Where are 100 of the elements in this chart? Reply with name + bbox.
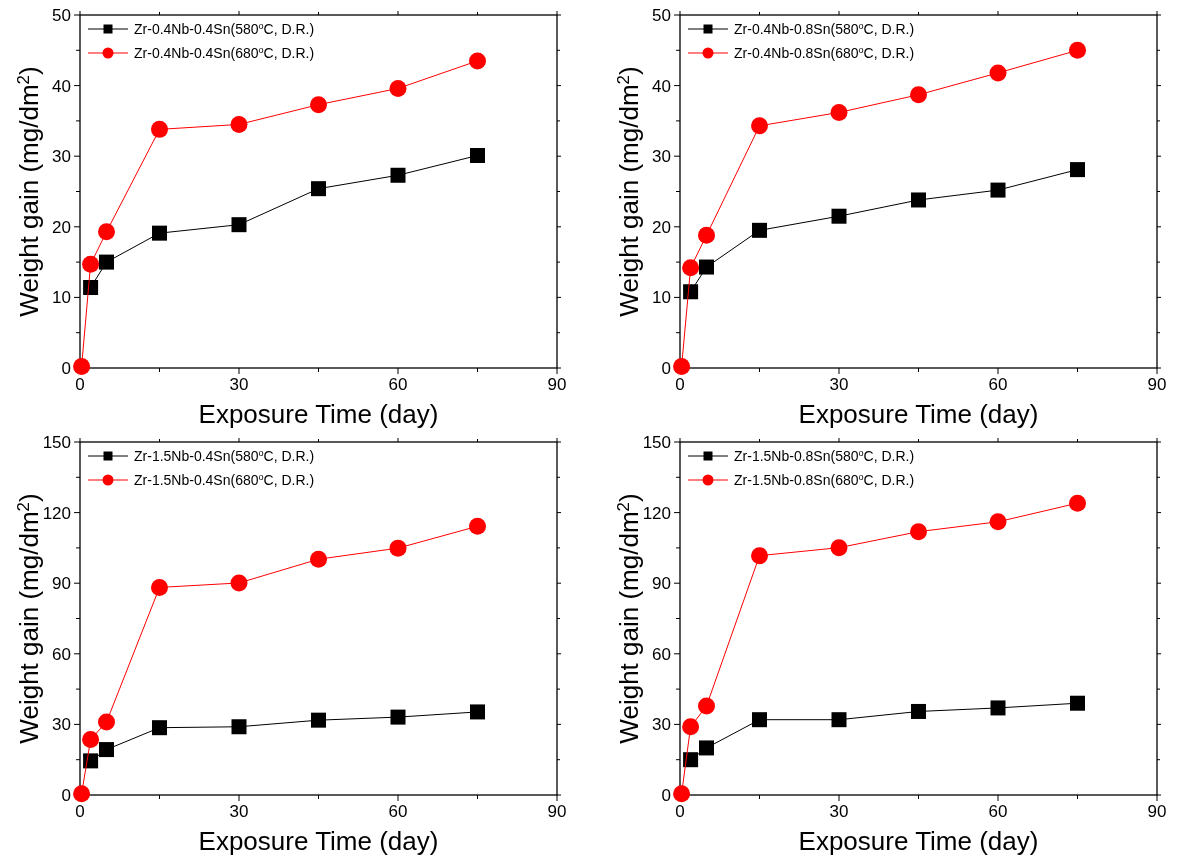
y-tick-label: 50 (652, 6, 671, 25)
y-tick-label: 40 (52, 76, 71, 96)
x-tick-label: 90 (547, 802, 567, 821)
point (698, 226, 715, 244)
y-tick-label: 30 (652, 147, 671, 167)
x-tick-label: 0 (75, 802, 85, 821)
point (683, 752, 699, 768)
point (390, 709, 406, 725)
y-tick-label: 20 (652, 217, 671, 237)
point (151, 120, 168, 138)
point (989, 64, 1007, 82)
point (152, 225, 167, 241)
point (1069, 41, 1086, 59)
point (73, 785, 91, 803)
x-axis-title: Exposure Time (day) (198, 826, 439, 856)
x-axis-title: Exposure Time (day) (198, 399, 439, 429)
x-axis-title: Exposure Time (day) (798, 399, 1039, 429)
point (99, 254, 114, 270)
x-tick-label: 30 (829, 802, 849, 821)
y-tick-label: 120 (42, 503, 71, 523)
point (683, 284, 699, 300)
point (990, 182, 1006, 198)
legend-label: Zr-0.4Nb-0.8Sn(580$^{o}$C, D.R.) (734, 21, 915, 37)
point (698, 697, 715, 715)
y-tick-label: 20 (52, 217, 71, 237)
y-tick-label: 40 (652, 76, 671, 96)
y-tick-label: 10 (652, 288, 671, 308)
point (310, 96, 327, 114)
y-tick-label: 0 (61, 786, 71, 805)
point (230, 115, 248, 133)
y-tick-label: 50 (52, 6, 71, 25)
point (830, 103, 848, 121)
point (83, 753, 99, 769)
point (911, 192, 926, 208)
x-tick-label: 0 (675, 375, 685, 394)
point (98, 223, 115, 241)
point (311, 181, 326, 197)
legend-label: Zr-1.5Nb-0.4Sn(680$^{o}$C, D.R.) (134, 472, 315, 488)
point (990, 700, 1006, 716)
y-tick-label: 60 (52, 644, 71, 664)
x-tick-label: 60 (388, 802, 408, 821)
point (752, 712, 767, 728)
x-tick-label: 0 (675, 802, 685, 821)
point (151, 578, 168, 596)
point (73, 358, 91, 376)
y-tick-label: 90 (652, 574, 671, 594)
point (673, 358, 691, 376)
x-tick-label: 60 (988, 375, 1008, 394)
point (82, 255, 100, 273)
point (231, 719, 247, 735)
x-tick-label: 30 (229, 375, 249, 394)
y-tick-label: 0 (61, 359, 71, 378)
point (311, 712, 326, 728)
legend-label: Zr-0.4Nb-0.8Sn(680$^{o}$C, D.R.) (734, 45, 915, 61)
legend-label: Zr-1.5Nb-0.4Sn(580$^{o}$C, D.R.) (134, 448, 315, 464)
point (682, 259, 700, 277)
x-tick-label: 60 (988, 802, 1008, 821)
y-tick-label: 120 (642, 503, 671, 523)
point (99, 742, 114, 758)
point (152, 720, 167, 736)
point (1070, 162, 1085, 178)
point (682, 718, 700, 736)
point (469, 517, 486, 535)
y-tick-label: 30 (52, 715, 71, 735)
x-tick-label: 30 (829, 375, 849, 394)
point (82, 730, 100, 748)
point (830, 539, 848, 557)
point (231, 217, 247, 233)
y-tick-label: 150 (42, 433, 71, 452)
x-tick-label: 30 (229, 802, 249, 821)
point (389, 79, 407, 97)
point (673, 785, 691, 803)
point (831, 712, 847, 728)
point (470, 704, 485, 720)
point (911, 703, 926, 719)
point (751, 117, 768, 135)
x-tick-label: 60 (388, 375, 408, 394)
legend-label: Zr-1.5Nb-0.8Sn(680$^{o}$C, D.R.) (734, 472, 915, 488)
point (910, 523, 927, 541)
point (989, 513, 1007, 531)
y-tick-label: 90 (52, 574, 71, 594)
x-axis-title: Exposure Time (day) (798, 826, 1039, 856)
point (470, 147, 485, 163)
y-tick-label: 150 (642, 433, 671, 452)
x-tick-label: 0 (75, 375, 85, 394)
y-tick-label: 30 (652, 715, 671, 735)
y-tick-label: 0 (661, 786, 671, 805)
legend-label: Zr-1.5Nb-0.8Sn(580$^{o}$C, D.R.) (734, 448, 915, 464)
x-tick-label: 90 (1147, 375, 1167, 394)
point (310, 550, 327, 568)
legend-label: Zr-0.4Nb-0.4Sn(680$^{o}$C, D.R.) (134, 45, 315, 61)
point (1069, 494, 1086, 512)
point (752, 222, 767, 238)
x-tick-label: 90 (547, 375, 567, 394)
legend-label: Zr-0.4Nb-0.4Sn(580$^{o}$C, D.R.) (134, 21, 315, 37)
point (699, 259, 714, 275)
point (83, 280, 99, 296)
y-tick-label: 10 (52, 288, 71, 308)
point (910, 86, 927, 104)
point (1070, 695, 1085, 711)
